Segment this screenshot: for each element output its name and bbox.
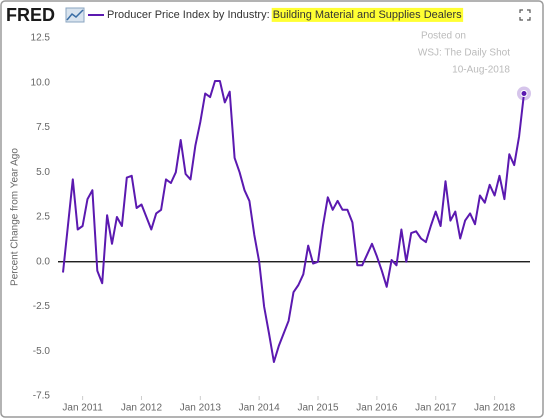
brand: FRED [6, 5, 55, 25]
x-tick-label: Jan 2016 [356, 403, 398, 414]
y-tick-label: -2.5 [33, 301, 51, 312]
x-tick-label: Jan 2017 [415, 403, 457, 414]
y-axis-label: Percent Change from Year Ago [10, 148, 21, 286]
annotation: 10-Aug-2018 [452, 65, 510, 76]
last-point [520, 89, 528, 97]
y-tick-label: -7.5 [33, 391, 51, 402]
annotation: WSJ: The Daily Shot [418, 48, 510, 59]
fullscreen-icon[interactable] [519, 9, 531, 21]
y-tick-label: 10.0 [31, 77, 51, 88]
x-tick-label: Jan 2018 [474, 403, 516, 414]
series-line [62, 80, 525, 363]
x-tick-label: Jan 2012 [121, 403, 163, 414]
y-tick-label: -5.0 [33, 346, 51, 357]
legend-highlight [271, 7, 464, 22]
y-tick-label: 0.0 [36, 256, 50, 267]
x-tick-label: Jan 2015 [297, 403, 339, 414]
y-tick-label: 2.5 [36, 212, 50, 223]
x-tick-label: Jan 2013 [180, 403, 222, 414]
y-tick-label: 7.5 [36, 122, 50, 133]
y-tick-label: 5.0 [36, 167, 50, 178]
y-tick-label: 12.5 [31, 33, 51, 44]
x-tick-label: Jan 2011 [62, 403, 103, 414]
legend-label: Producer Price Index by Industry: Buildi… [107, 9, 462, 21]
x-tick-label: Jan 2014 [239, 403, 281, 414]
brand-icon [65, 7, 85, 23]
annotation: Posted on [421, 31, 466, 42]
